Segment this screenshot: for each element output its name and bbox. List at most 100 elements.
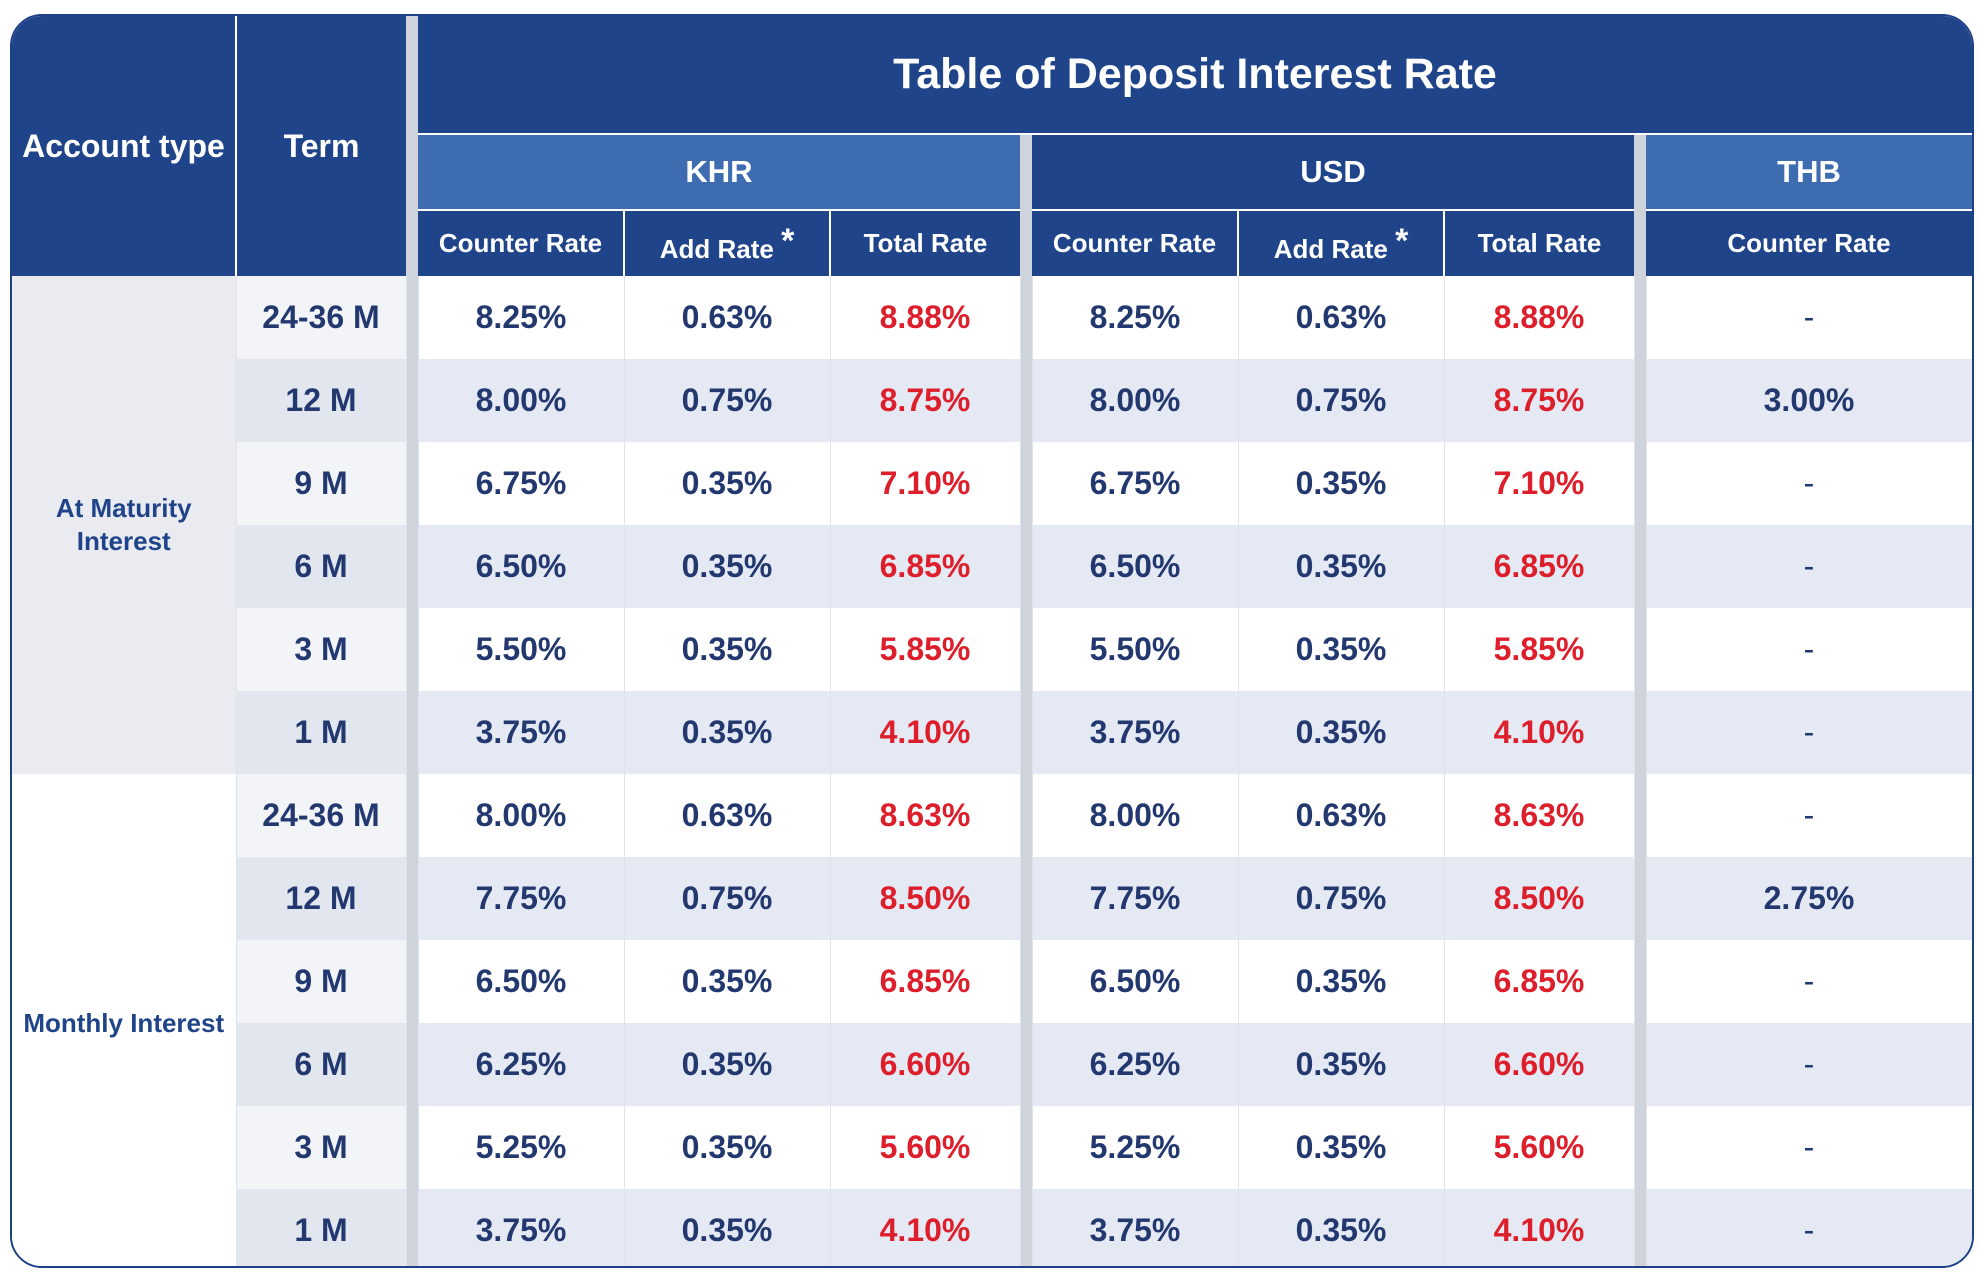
thb-counter-rate-cell: - [1646,1023,1972,1106]
thb-counter-rate-cell: 2.75% [1646,857,1972,940]
column-separator [1020,691,1033,774]
term-cell: 24-36 M [236,276,407,359]
khr-total-rate-cell: 6.60% [830,1023,1021,1106]
column-separator [406,691,419,774]
table-row: At Maturity Interest 24-36 M 8.25% 0.63% 8.8… [12,276,1972,774]
khr-total-rate-cell: 7.10% [830,442,1021,525]
usd-counter-rate-cell: 6.50% [1032,525,1239,608]
usd-total-rate-cell: 8.50% [1444,857,1635,940]
table-row: 1 M 3.75% 0.35% 4.10% 3.75% 0.35% 4.10% - [12,691,1972,774]
usd-counter-rate-cell: 7.75% [1032,857,1239,940]
column-separator [1634,1189,1647,1266]
usd-total-rate-cell: 8.88% [1444,276,1635,359]
usd-total-rate-cell: 7.10% [1444,442,1635,525]
usd-counter-rate-cell: 5.25% [1032,1106,1239,1189]
term-header: Term [236,16,406,276]
column-separator [406,774,419,857]
khr-total-rate-cell: 8.50% [830,857,1021,940]
thb-counter-rate-cell: - [1646,525,1972,608]
column-separator [406,1189,419,1266]
term-cell: 1 M [236,1189,407,1266]
table-row: 3 M 5.50% 0.35% 5.85% 5.50% 0.35% 5.85% - [12,608,1972,691]
khr-total-rate-cell: 4.10% [830,1189,1021,1266]
term-cell: 24-36 M [236,774,407,857]
column-separator [406,940,419,1023]
usd-total-rate-cell: 8.63% [1444,774,1635,857]
khr-add-rate-cell: 0.35% [624,1023,831,1106]
khr-counter-rate-cell: 8.25% [418,276,625,359]
khr-counter-rate-header: Counter Rate [418,210,625,276]
usd-total-rate-cell: 4.10% [1444,1189,1635,1266]
usd-counter-rate-cell: 8.00% [1032,774,1239,857]
khr-add-rate-cell: 0.35% [624,1189,831,1266]
usd-add-rate-header: Add Rate * [1238,210,1445,276]
column-separator [1634,134,1646,276]
usd-total-rate-cell: 8.75% [1444,359,1635,442]
usd-counter-rate-cell: 6.25% [1032,1023,1239,1106]
khr-counter-rate-cell: 6.25% [418,1023,625,1106]
column-separator [1634,608,1647,691]
asterisk-mark: * [781,222,795,260]
column-separator [406,1023,419,1106]
usd-counter-rate-header: Counter Rate [1032,210,1239,276]
column-separator [406,857,419,940]
thb-counter-rate-cell: - [1646,1106,1972,1189]
table-row: 9 M 6.75% 0.35% 7.10% 6.75% 0.35% 7.10% - [12,442,1972,525]
column-separator [1634,691,1647,774]
term-cell: 12 M [236,359,407,442]
term-cell: 6 M [236,1023,407,1106]
thb-counter-rate-cell: - [1646,608,1972,691]
table-row: 9 M 6.50% 0.35% 6.85% 6.50% 0.35% 6.85% - [12,940,1972,1023]
usd-total-rate-cell: 5.60% [1444,1106,1635,1189]
column-separator [1634,525,1647,608]
usd-add-rate-cell: 0.75% [1238,359,1445,442]
usd-counter-rate-cell: 6.50% [1032,940,1239,1023]
column-separator [1020,442,1033,525]
thb-counter-rate-header: Counter Rate [1646,210,1972,276]
usd-total-rate-header: Total Rate [1444,210,1634,276]
column-separator [1634,359,1647,442]
column-separator [1020,857,1033,940]
usd-add-rate-cell: 0.35% [1238,691,1445,774]
table-row: 3 M 5.25% 0.35% 5.60% 5.25% 0.35% 5.60% - [12,1106,1972,1189]
khr-add-rate-cell: 0.75% [624,857,831,940]
khr-add-rate-cell: 0.35% [624,442,831,525]
usd-counter-rate-cell: 3.75% [1032,1189,1239,1266]
khr-add-rate-cell: 0.35% [624,525,831,608]
currency-header-usd: USD [1032,134,1634,211]
rate-table-frame: Account type Term Table of Deposit Inter… [10,14,1974,1268]
column-separator [406,16,418,276]
khr-counter-rate-cell: 8.00% [418,359,625,442]
column-separator [1020,940,1033,1023]
khr-counter-rate-cell: 5.25% [418,1106,625,1189]
khr-add-rate-cell: 0.35% [624,691,831,774]
column-separator [406,442,419,525]
currency-header-khr: KHR [418,134,1020,211]
thb-counter-rate-cell: - [1646,774,1972,857]
column-separator [406,608,419,691]
khr-counter-rate-cell: 6.50% [418,940,625,1023]
column-separator [1634,857,1647,940]
term-cell: 1 M [236,691,407,774]
thb-counter-rate-cell: - [1646,276,1972,359]
usd-add-rate-cell: 0.35% [1238,442,1445,525]
column-separator [1634,276,1647,359]
thb-counter-rate-cell: - [1646,940,1972,1023]
usd-counter-rate-cell: 8.25% [1032,276,1239,359]
usd-add-rate-cell: 0.35% [1238,1189,1445,1266]
usd-add-rate-cell: 0.35% [1238,1023,1445,1106]
usd-add-rate-cell: 0.63% [1238,774,1445,857]
table-row: Monthly Interest 24-36 M 8.00% 0.63% 8.63% 8.… [12,774,1972,1266]
deposit-rate-table: Account type Term Table of Deposit Inter… [12,16,1972,1266]
usd-total-rate-cell: 5.85% [1444,608,1635,691]
table-row: 1 M 3.75% 0.35% 4.10% 3.75% 0.35% 4.10% - [12,1189,1972,1266]
column-separator [1020,359,1033,442]
column-separator [1020,134,1032,276]
khr-add-rate-cell: 0.63% [624,276,831,359]
khr-total-rate-cell: 8.75% [830,359,1021,442]
thb-counter-rate-cell: 3.00% [1646,359,1972,442]
term-cell: 9 M [236,442,407,525]
column-separator [406,359,419,442]
khr-total-rate-cell: 8.88% [830,276,1021,359]
usd-add-rate-cell: 0.35% [1238,525,1445,608]
